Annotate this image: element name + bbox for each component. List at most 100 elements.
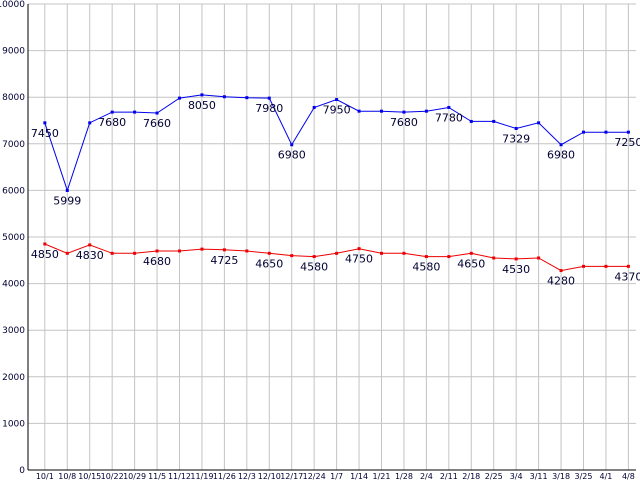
data-label: 4280 xyxy=(547,275,575,288)
x-tick-label: 1/14 xyxy=(350,472,368,480)
data-point xyxy=(290,254,294,258)
data-point xyxy=(514,257,518,261)
y-tick-label: 9000 xyxy=(2,47,25,57)
x-tick-label: 12/24 xyxy=(303,472,326,480)
data-label: 4850 xyxy=(31,248,59,261)
data-point xyxy=(357,109,361,113)
data-point xyxy=(357,247,361,251)
data-point xyxy=(626,264,630,268)
y-tick-label: 10000 xyxy=(0,0,25,10)
data-point xyxy=(424,109,428,113)
y-tick-label: 5000 xyxy=(2,233,25,243)
data-point xyxy=(155,111,159,115)
data-label: 4530 xyxy=(502,263,530,276)
data-point xyxy=(290,143,294,147)
data-point xyxy=(133,110,137,114)
data-label: 5999 xyxy=(53,194,81,207)
data-point xyxy=(335,98,339,102)
x-tick-label: 3/25 xyxy=(575,472,593,480)
x-tick-label: 12/3 xyxy=(238,472,256,480)
data-point xyxy=(312,255,316,259)
x-tick-label: 3/11 xyxy=(530,472,548,480)
x-tick-label: 11/26 xyxy=(213,472,236,480)
data-point xyxy=(88,243,92,247)
data-point xyxy=(43,242,47,246)
data-point xyxy=(447,105,451,109)
data-point xyxy=(110,251,114,255)
y-tick-label: 3000 xyxy=(2,326,25,336)
data-point xyxy=(222,248,226,252)
data-point xyxy=(469,251,473,255)
data-labels: 7450 5999 7680 7660 8050 7980 6980 7950 7680 7780… xyxy=(31,99,640,288)
data-point xyxy=(559,143,563,147)
data-label: 4680 xyxy=(143,255,171,268)
data-point xyxy=(559,269,563,273)
y-tick-label: 6000 xyxy=(2,186,25,196)
y-tick-label: 4000 xyxy=(2,280,25,290)
data-point xyxy=(267,251,271,255)
data-label: 7660 xyxy=(143,117,171,130)
data-point xyxy=(65,251,69,255)
x-tick-label: 2/11 xyxy=(440,472,458,480)
y-axis-ticks: 0 1000 2000 3000 4000 5000 6000 7000 8000 9000 100… xyxy=(0,0,25,476)
data-label: 7780 xyxy=(435,111,463,124)
data-label: 4725 xyxy=(210,254,238,267)
data-label: 7450 xyxy=(31,127,59,140)
x-tick-label: 2/4 xyxy=(420,472,433,480)
data-label: 7329 xyxy=(502,132,530,145)
data-point xyxy=(514,126,518,130)
data-point xyxy=(155,249,159,253)
x-tick-label: 10/29 xyxy=(123,472,146,480)
x-tick-label: 10/1 xyxy=(36,472,54,480)
data-label: 7950 xyxy=(323,104,351,117)
data-label: 4580 xyxy=(412,261,440,274)
data-point xyxy=(335,251,339,255)
x-tick-label: 4/8 xyxy=(622,472,635,480)
data-point xyxy=(492,119,496,123)
data-point xyxy=(537,256,541,260)
data-point xyxy=(133,251,137,255)
data-point xyxy=(245,96,249,100)
x-tick-label: 1/28 xyxy=(395,472,413,480)
data-label: 6980 xyxy=(547,149,575,162)
data-point xyxy=(424,255,428,259)
x-tick-label: 11/5 xyxy=(148,472,166,480)
data-label: 7980 xyxy=(255,102,283,115)
data-label: 4370 xyxy=(614,270,640,283)
x-axis-ticks: 10/1 10/8 10/15 10/22 10/29 11/5 11/12 11/19 11/… xyxy=(36,472,635,480)
data-point xyxy=(604,264,608,268)
data-point xyxy=(582,130,585,134)
data-point xyxy=(604,130,608,134)
data-point xyxy=(43,121,47,125)
x-tick-label: 12/17 xyxy=(280,472,303,480)
y-tick-label: 8000 xyxy=(2,93,25,103)
series-group xyxy=(43,93,630,273)
x-tick-label: 2/25 xyxy=(485,472,503,480)
x-tick-label: 2/18 xyxy=(462,472,480,480)
data-label: 4830 xyxy=(76,249,104,262)
data-label: 7250 xyxy=(614,136,640,149)
data-label: 7680 xyxy=(390,116,418,129)
data-point xyxy=(88,121,92,125)
x-tick-label: 1/7 xyxy=(330,472,343,480)
data-point xyxy=(312,105,316,109)
y-tick-label: 2000 xyxy=(2,373,25,383)
data-point xyxy=(402,110,406,114)
grid-lines xyxy=(28,3,636,471)
x-tick-label: 11/19 xyxy=(190,472,213,480)
data-point xyxy=(380,109,383,113)
x-tick-label: 10/22 xyxy=(101,472,124,480)
y-tick-label: 1000 xyxy=(2,419,25,429)
data-point xyxy=(537,121,541,125)
data-point xyxy=(245,249,249,253)
data-label: 8050 xyxy=(188,99,216,112)
data-label: 4650 xyxy=(255,257,283,270)
data-label: 6980 xyxy=(278,149,306,162)
data-point xyxy=(222,95,226,99)
data-point xyxy=(178,96,181,100)
data-point xyxy=(200,93,204,97)
data-point xyxy=(402,251,406,255)
x-tick-label: 4/1 xyxy=(600,472,613,480)
data-point xyxy=(447,255,451,259)
